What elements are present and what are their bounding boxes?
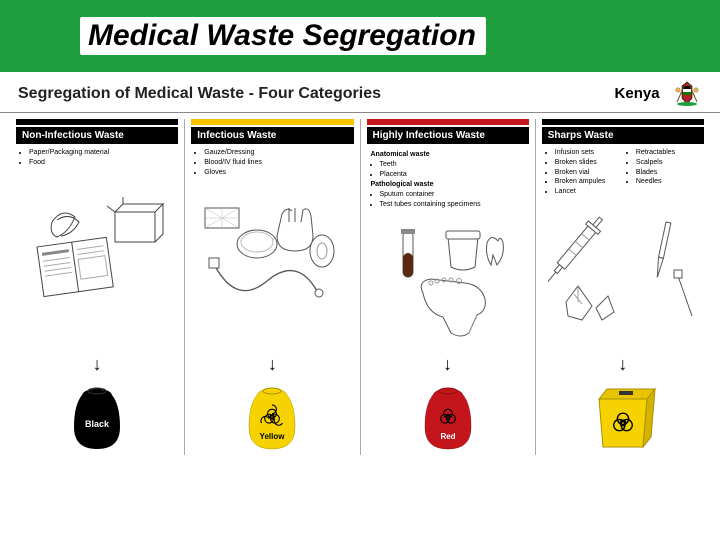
list-item: Gauze/Dressing	[204, 149, 351, 158]
arrow-down-icon: ↓	[367, 355, 529, 373]
svg-text:Black: Black	[85, 419, 110, 429]
bin-yellow: Yellow	[191, 377, 353, 455]
country-label: Kenya	[615, 85, 660, 102]
list-item: Retractables	[636, 149, 702, 158]
list-item: Paper/Packaging material	[29, 149, 176, 158]
color-bar	[367, 119, 529, 125]
category-items: Gauze/Dressing Blood/IV fluid lines Glov…	[191, 144, 353, 180]
illustration-highly-infectious	[367, 213, 529, 353]
arrow-down-icon: ↓	[16, 355, 178, 373]
category-col-infectious: Infectious Waste Gauze/Dressing Blood/IV…	[184, 119, 353, 455]
svg-text:Red: Red	[440, 432, 455, 441]
bin-black: Black	[16, 377, 178, 455]
list-item: Food	[29, 159, 176, 168]
group-heading: Pathological waste	[371, 181, 527, 190]
list-item: Test tubes containing specimens	[380, 201, 527, 210]
svg-text:Yellow: Yellow	[260, 432, 286, 441]
list-item: Lancet	[555, 188, 621, 197]
list-item: Blood/IV fluid lines	[204, 159, 351, 168]
category-items: Anatomical waste Teeth Placenta Patholog…	[367, 144, 529, 213]
list-item: Teeth	[380, 161, 527, 170]
list-item: Broken ampules	[555, 178, 621, 187]
bin-sharps-box	[542, 377, 704, 455]
category-items: Infusion sets Broken slides Broken vial …	[542, 144, 704, 199]
category-title: Highly Infectious Waste	[367, 127, 529, 144]
country-block: Kenya	[615, 80, 702, 108]
list-item: Placenta	[380, 171, 527, 180]
list-item: Needles	[636, 178, 702, 187]
illustration-noninfectious	[16, 171, 178, 353]
list-item: Gloves	[204, 169, 351, 178]
group-heading: Anatomical waste	[371, 151, 527, 160]
subheader-row: Segregation of Medical Waste - Four Cate…	[0, 72, 720, 113]
list-item: Infusion sets	[555, 149, 621, 158]
list-item: Scalpels	[636, 159, 702, 168]
illustration-infectious	[191, 180, 353, 352]
color-bar	[16, 119, 178, 125]
arrow-down-icon: ↓	[542, 355, 704, 373]
color-bar	[542, 119, 704, 125]
category-items: Paper/Packaging material Food	[16, 144, 178, 171]
arrow-down-icon: ↓	[191, 355, 353, 373]
category-col-sharps: Sharps Waste Infusion sets Broken slides…	[535, 119, 704, 455]
list-item: Sputum container	[380, 191, 527, 200]
list-item: Broken slides	[555, 159, 621, 168]
bin-red: Red	[367, 377, 529, 455]
list-item: Blades	[636, 169, 702, 178]
subheader-text: Segregation of Medical Waste - Four Cate…	[18, 85, 381, 103]
illustration-sharps	[542, 199, 704, 353]
kenya-crest-icon	[672, 80, 702, 108]
category-title: Non-Infectious Waste	[16, 127, 178, 144]
category-title: Sharps Waste	[542, 127, 704, 144]
color-bar	[191, 119, 353, 125]
list-item: Broken vial	[555, 169, 621, 178]
page-title: Medical Waste Segregation	[80, 17, 486, 55]
category-col-noninfectious: Non-Infectious Waste Paper/Packaging mat…	[16, 119, 178, 455]
header-band: Medical Waste Segregation	[0, 0, 720, 72]
category-col-highly-infectious: Highly Infectious Waste Anatomical waste…	[360, 119, 529, 455]
category-columns: Non-Infectious Waste Paper/Packaging mat…	[0, 113, 720, 455]
category-title: Infectious Waste	[191, 127, 353, 144]
